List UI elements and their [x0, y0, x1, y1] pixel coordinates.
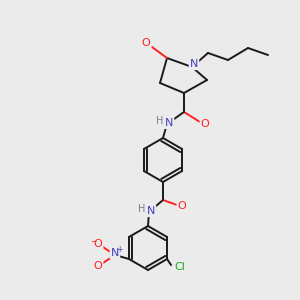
- Text: O: O: [94, 261, 102, 271]
- Text: −: −: [90, 238, 96, 247]
- Text: H: H: [138, 204, 146, 214]
- Text: N: N: [190, 59, 198, 69]
- Text: Cl: Cl: [174, 262, 185, 272]
- Text: +: +: [116, 245, 122, 254]
- Text: H: H: [156, 116, 164, 126]
- Text: O: O: [178, 201, 186, 211]
- Text: O: O: [94, 239, 102, 249]
- Text: O: O: [201, 119, 209, 129]
- Text: N: N: [165, 118, 173, 128]
- Text: O: O: [142, 38, 150, 48]
- Text: N: N: [111, 248, 119, 258]
- Text: N: N: [147, 206, 155, 216]
